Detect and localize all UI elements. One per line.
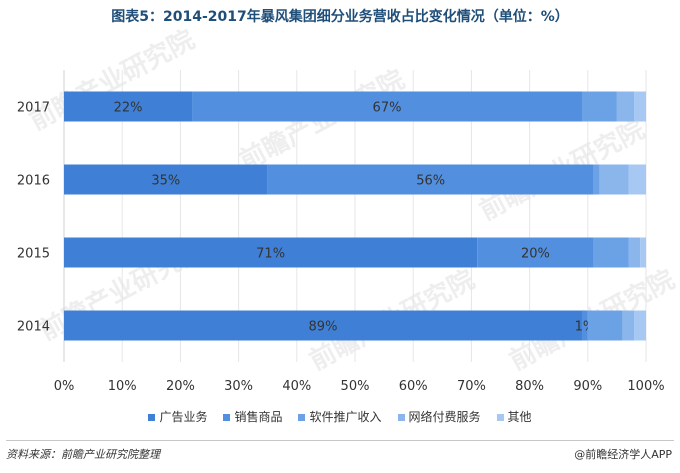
legend-label: 销售商品: [234, 410, 283, 424]
legend-label: 网络付费服务: [408, 410, 481, 424]
source-note: 资料来源：前瞻产业研究院整理: [6, 448, 160, 461]
legend-swatch: [298, 414, 306, 421]
data-label: 67%: [373, 101, 402, 116]
bar-segment: [64, 164, 268, 195]
x-tick-label: 60%: [399, 379, 428, 394]
legend-label: 广告业务: [159, 410, 208, 424]
x-tick-label: 100%: [627, 379, 664, 394]
legend-item: 其他: [496, 408, 532, 425]
bar-segment: [64, 91, 193, 122]
bar-segment: [599, 164, 629, 195]
data-label: 56%: [416, 174, 445, 189]
data-label: 35%: [151, 174, 180, 189]
legend-item: 网络付费服务: [397, 408, 481, 425]
bar-segment: [622, 310, 635, 341]
bar-segment: [192, 91, 582, 122]
bar-segment: [640, 237, 646, 268]
chart-legend: 广告业务 销售商品 软件推广收入 网络付费服务 其他: [0, 408, 680, 425]
y-tick-label: 2015: [17, 247, 50, 262]
bar-segment: [267, 164, 594, 195]
y-tick-label: 2014: [17, 320, 50, 335]
legend-swatch: [223, 414, 231, 421]
x-tick-label: 0%: [54, 379, 75, 394]
bar-segment: [634, 91, 646, 122]
bar-segment: [593, 237, 629, 268]
legend-item: 软件推广收入: [298, 408, 382, 425]
stacked-bar-chart: 0% 10% 20% 30% 40% 50% 60% 70% 80% 90% 100% 2017 22%…: [17, 70, 665, 394]
bar-segment: [477, 237, 594, 268]
x-tick-label: 40%: [282, 379, 311, 394]
bar-segment: [628, 237, 641, 268]
data-label: 20%: [521, 247, 550, 262]
y-tick-label: 2016: [17, 174, 50, 189]
x-tick-label: 20%: [166, 379, 195, 394]
bar-segment: [587, 310, 623, 341]
brand-credit: @前瞻经济学人APP: [574, 448, 672, 461]
data-label: 22%: [114, 101, 143, 116]
x-tick-label: 90%: [573, 379, 602, 394]
footer-divider: [6, 440, 674, 441]
bar-segment: [64, 310, 582, 341]
bar-segment: [634, 310, 646, 341]
bar-segment: [64, 237, 478, 268]
x-tick-label: 10%: [108, 379, 137, 394]
bar-segment: [581, 310, 588, 341]
bar-segment: [628, 164, 646, 195]
data-label: 71%: [256, 247, 285, 262]
legend-swatch: [148, 414, 156, 421]
x-tick-label: 30%: [224, 379, 253, 394]
x-tick-label: 70%: [457, 379, 486, 394]
x-tick-label: 80%: [515, 379, 544, 394]
data-label: 89%: [309, 320, 338, 335]
legend-swatch: [496, 414, 504, 421]
y-tick-label: 2017: [17, 101, 50, 116]
legend-swatch: [397, 414, 405, 421]
legend-label: 软件推广收入: [309, 410, 382, 424]
bar-segment: [616, 91, 635, 122]
legend-item: 广告业务: [148, 408, 207, 425]
legend-label: 其他: [507, 410, 532, 424]
chart-title: 图表5：2014-2017年暴风集团细分业务营收占比变化情况（单位：%）: [111, 9, 569, 25]
legend-item: 销售商品: [223, 408, 282, 425]
bar-segment: [593, 164, 600, 195]
bar-segment: [581, 91, 617, 122]
x-tick-label: 50%: [341, 379, 370, 394]
